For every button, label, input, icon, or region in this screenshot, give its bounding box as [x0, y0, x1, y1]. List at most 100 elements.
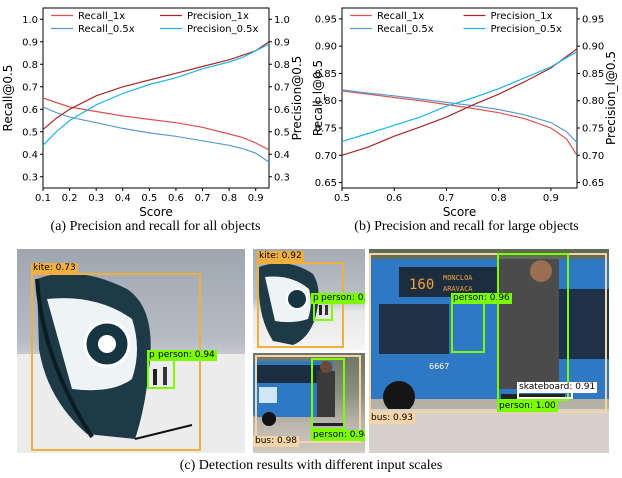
person-bus-small-label: person: 0.94	[311, 430, 365, 441]
x-tick-label: 0.2	[62, 193, 78, 204]
person-main-box	[497, 253, 569, 401]
kite-label: kite: 0.73	[31, 263, 78, 274]
x-tick-label: 0.7	[438, 193, 454, 204]
x-axis-label: Score	[443, 205, 477, 219]
y-tick-label-right: 0.8	[274, 60, 290, 71]
y-tick-label-left: 0.70	[315, 151, 337, 162]
series-line-precision-1x	[42, 41, 270, 130]
y-tick-label-right: 0.4	[274, 150, 290, 161]
x-tick-label: 0.5	[141, 193, 157, 204]
y-tick-label-right: 0.95	[582, 14, 604, 25]
legend-label: Precision_0.5x	[187, 24, 259, 35]
person-bg-label: person: 0.96	[451, 293, 512, 304]
y-axis-label-right: Precision_l@0.5	[604, 51, 618, 145]
y-tick-label-right: 0.3	[274, 172, 290, 183]
y-tick-label-left: 0.85	[315, 69, 337, 80]
photo-bus-small: bus: 0.98 person: 0.94	[253, 353, 365, 453]
y-axis-label-left: Recall@0.5	[1, 65, 15, 132]
kite-box	[31, 273, 201, 451]
chart-a: 0.1 0.2 0.3 0.4 0.5 0.6 0.7 0.8 0.9 0.3 0.3 0.4 0.4 0…	[1, 7, 304, 219]
x-tick-label: 0.8	[221, 193, 237, 204]
x-tick-label: 0.9	[543, 193, 559, 204]
y-tick-label-right: 0.5	[274, 127, 290, 138]
person-small-label-prefix: p	[311, 293, 321, 304]
x-tick-label: 0.3	[88, 193, 104, 204]
caption-c: (c) Detection results with different inp…	[179, 458, 443, 473]
person-main-label: person: 1.00	[497, 401, 558, 412]
kite-small-label: kite: 0.92	[257, 251, 304, 262]
y-tick-label-right: 0.70	[582, 151, 604, 162]
y-tick-label-left: 0.8	[22, 60, 38, 71]
y-tick-label-right: 1.0	[274, 15, 290, 26]
legend-label: Precision_1x	[187, 11, 249, 22]
photo-kite-small: kite: 0.92 p person: 0.85	[253, 249, 365, 350]
legend-label: Precision_1x	[491, 11, 553, 22]
x-tick-label: 0.1	[35, 193, 51, 204]
person-bg-box	[451, 301, 485, 353]
photo-bus-large: 160 MONCLOA ARAVACA 6667 bus: 0.93 perso…	[369, 249, 609, 453]
x-tick-label: 0.5	[334, 193, 350, 204]
x-tick-label: 0.4	[115, 193, 131, 204]
y-tick-label-right: 0.80	[582, 96, 604, 107]
person-box	[147, 357, 175, 389]
person-bus-small-box	[311, 358, 345, 430]
y-tick-label-right: 0.65	[582, 178, 604, 189]
y-axis-label-right: Precision@0.5	[290, 56, 304, 141]
bus-sign-line-1: MONCLOA	[443, 274, 473, 282]
y-tick-label-right: 0.9	[274, 37, 290, 48]
y-tick-label-right: 0.7	[274, 82, 290, 93]
person-small-label: person: 0.85	[319, 293, 365, 304]
y-tick-label-right: 0.75	[582, 124, 604, 135]
series-line-precision-0-5x	[341, 51, 578, 143]
y-tick-label-left: 0.4	[22, 150, 38, 161]
x-tick-label: 0.6	[386, 193, 402, 204]
x-tick-label: 0.6	[168, 193, 184, 204]
legend-label: Recall_1x	[377, 11, 424, 22]
y-tick-label-right: 0.6	[274, 105, 290, 116]
y-tick-label-right: 0.90	[582, 42, 604, 53]
legend-label: Recall_0.5x	[377, 24, 434, 35]
bus-large-box	[369, 253, 607, 413]
y-tick-label-left: 0.90	[315, 42, 337, 53]
y-tick-label-left: 0.9	[22, 37, 38, 48]
legend-label: Recall_0.5x	[78, 24, 135, 35]
skateboard-label: skateboard: 0.91	[517, 382, 598, 393]
chart-b: 0.5 0.6 0.7 0.8 0.9 0.65 0.65 0.70 0.70 0.75 0.75 0…	[311, 7, 618, 219]
caption-b: (b) Precision and recall for large objec…	[354, 219, 579, 234]
series-line-recall-1x	[42, 97, 270, 151]
bus-small-scene	[253, 361, 343, 426]
series-line-recall-1x	[341, 90, 578, 156]
kite-small-scene	[259, 263, 328, 345]
y-tick-label-left: 0.95	[315, 14, 337, 25]
series-line-recall-0-5x	[341, 89, 578, 144]
y-tick-label-left: 0.5	[22, 127, 38, 138]
x-tick-label: 0.7	[195, 193, 211, 204]
bus-large-label: bus: 0.93	[369, 413, 416, 424]
legend-label: Recall_1x	[78, 11, 125, 22]
caption-a: (a) Precision and recall for all objects	[50, 219, 261, 234]
kite-small-box	[257, 262, 344, 348]
y-tick-label-left: 0.6	[22, 105, 38, 116]
x-tick-label: 0.9	[248, 193, 264, 204]
bus-small-box	[255, 355, 361, 443]
kite-scene	[17, 273, 245, 453]
bus-plate: 6667	[429, 362, 449, 371]
y-axis-label-left: Recall_l@0.5	[311, 60, 325, 136]
person-label-prefix: p	[147, 350, 157, 361]
y-tick-label-left: 0.75	[315, 124, 337, 135]
y-tick-label-left: 1.0	[22, 15, 38, 26]
person-label: person: 0.94	[156, 350, 217, 361]
bus-sign-line-2: ARAVACA	[443, 285, 473, 293]
y-tick-label-right: 0.85	[582, 69, 604, 80]
y-tick-label-left: 0.80	[315, 96, 337, 107]
bus-route-number: 160	[409, 277, 434, 293]
bus-small-label: bus: 0.98	[253, 436, 300, 447]
legend-label: Precision_0.5x	[491, 24, 563, 35]
photo-kite-large: kite: 0.73 p person: 0.94	[17, 249, 245, 453]
y-tick-label-left: 0.7	[22, 82, 38, 93]
series-line-precision-0-5x	[42, 43, 270, 146]
series-line-recall-0-5x	[42, 106, 270, 163]
series-line-precision-1x	[341, 48, 578, 156]
plot-frame	[42, 7, 270, 189]
y-tick-label-left: 0.3	[22, 172, 38, 183]
